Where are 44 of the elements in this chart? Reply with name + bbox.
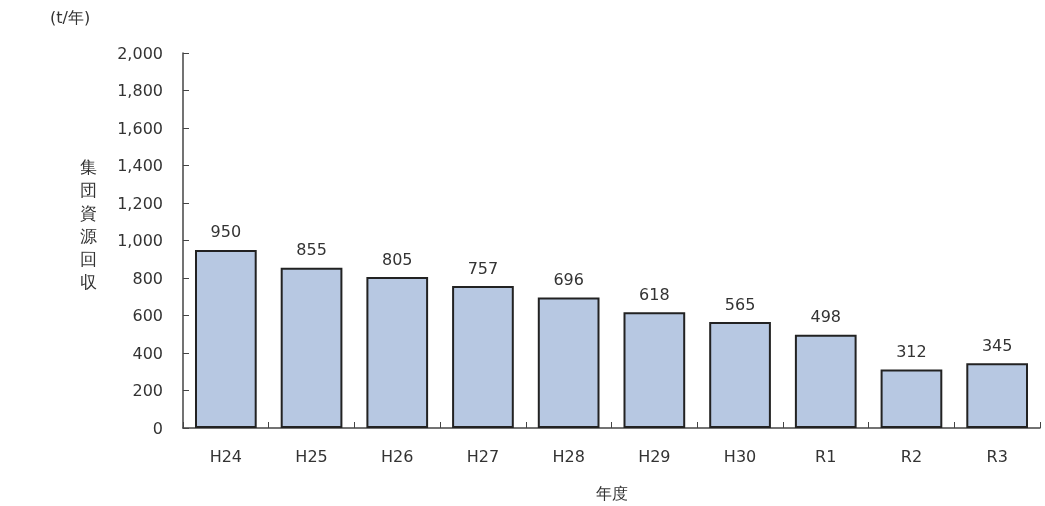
y-tick-label: 1,400 <box>117 156 163 175</box>
bar <box>623 312 686 428</box>
data-label: 757 <box>467 258 499 278</box>
y-tick-label: 1,800 <box>117 81 163 100</box>
x-tick-label: H24 <box>209 446 243 466</box>
text: (t/年) <box>50 8 91 29</box>
data-label: 345 <box>981 335 1013 355</box>
x-tick-label: H27 <box>466 446 500 466</box>
y-tick-label: 1,200 <box>117 193 163 213</box>
data-label: 696 <box>553 270 584 289</box>
data-label: 498 <box>810 307 842 327</box>
x-tick-label: H26 <box>381 446 414 466</box>
x-tick-label: R1 <box>815 446 837 466</box>
data-label: 805 <box>381 249 413 269</box>
y-tick-label: 200 <box>132 381 163 400</box>
bar <box>366 277 429 428</box>
y-tick-label: 0 <box>152 418 163 438</box>
x-tick-label: R3 <box>986 446 1008 466</box>
x-tick-label: R2 <box>900 446 923 466</box>
y-tick-label: 1,600 <box>117 118 163 138</box>
data-label: 950 <box>210 222 242 242</box>
bar <box>966 363 1028 428</box>
x-tick-label: H30 <box>723 446 757 466</box>
y-tick-label: 600 <box>132 306 163 325</box>
bar <box>280 267 343 428</box>
y-axis-title: 集団資源回収 <box>78 156 98 294</box>
bar <box>794 334 857 428</box>
y-tick-label: 800 <box>132 268 163 288</box>
y-tick-label: 400 <box>132 343 163 363</box>
x-axis-title: 年度 <box>595 483 628 503</box>
bar <box>195 249 257 428</box>
x-tick-label: H29 <box>638 446 671 466</box>
bar <box>537 297 600 428</box>
y-tick-label: 2,000 <box>117 43 163 63</box>
x-tick-label: H25 <box>295 446 328 466</box>
data-label: 312 <box>896 342 927 361</box>
y-tick-label: 1,000 <box>117 231 163 250</box>
x-tick-label: H28 <box>552 446 585 466</box>
data-label: 855 <box>296 240 327 260</box>
data-label: 565 <box>724 294 756 314</box>
data-label: 618 <box>639 284 670 304</box>
bar <box>452 286 514 428</box>
bar <box>709 322 771 428</box>
bar <box>880 369 943 428</box>
